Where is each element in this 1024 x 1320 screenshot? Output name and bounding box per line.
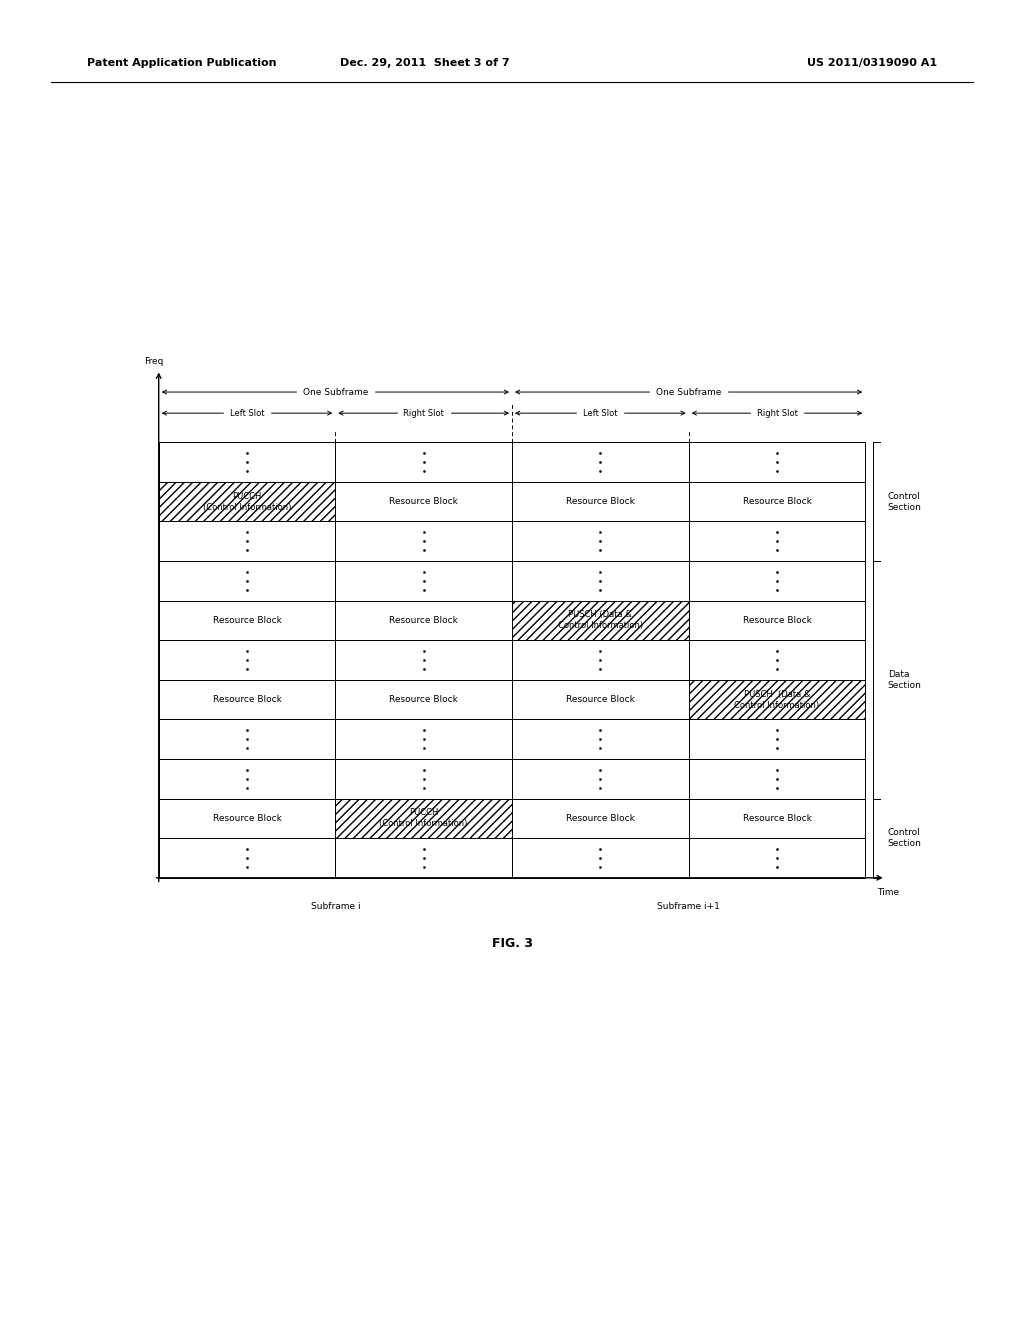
Text: One Subframe: One Subframe	[303, 388, 368, 396]
Bar	[336, 442, 512, 482]
Bar	[688, 640, 865, 680]
Bar	[336, 799, 512, 838]
Text: Resource Block: Resource Block	[213, 696, 282, 704]
Bar	[688, 601, 865, 640]
Text: FIG. 3: FIG. 3	[492, 937, 532, 950]
Text: Time: Time	[877, 888, 899, 898]
Bar	[336, 482, 512, 521]
Text: US 2011/0319090 A1: US 2011/0319090 A1	[807, 58, 937, 69]
Bar	[688, 521, 865, 561]
Bar	[512, 799, 688, 838]
Text: Data
Section: Data Section	[888, 669, 922, 690]
Bar	[512, 601, 688, 640]
Text: Resource Block: Resource Block	[389, 498, 458, 506]
Text: Left Slot: Left Slot	[583, 409, 617, 417]
Text: Resource Block: Resource Block	[742, 814, 811, 822]
Bar	[159, 442, 336, 482]
Text: Resource Block: Resource Block	[566, 498, 635, 506]
Bar	[336, 838, 512, 878]
Text: Patent Application Publication: Patent Application Publication	[87, 58, 276, 69]
Text: PUCCH
(Control Information): PUCCH (Control Information)	[380, 808, 468, 829]
Bar	[512, 442, 688, 482]
Bar	[688, 838, 865, 878]
Bar	[688, 680, 865, 719]
Bar	[159, 719, 336, 759]
Bar	[512, 521, 688, 561]
Bar	[336, 521, 512, 561]
Bar	[159, 799, 336, 838]
Bar	[336, 719, 512, 759]
Bar	[512, 759, 688, 799]
Text: PUSCH  (Data &
Control Information): PUSCH (Data & Control Information)	[734, 689, 819, 710]
Text: Resource Block: Resource Block	[742, 498, 811, 506]
Bar	[688, 561, 865, 601]
Bar	[159, 561, 336, 601]
Text: Subframe i: Subframe i	[310, 902, 360, 911]
Bar	[159, 521, 336, 561]
Text: PUCCH
(Control Information): PUCCH (Control Information)	[203, 491, 291, 512]
Bar	[688, 442, 865, 482]
Bar	[688, 482, 865, 521]
Text: Subframe i+1: Subframe i+1	[657, 902, 720, 911]
Text: Freq: Freq	[144, 356, 163, 366]
Bar	[336, 601, 512, 640]
Text: Control
Section: Control Section	[888, 491, 922, 512]
Bar	[512, 680, 688, 719]
Text: Resource Block: Resource Block	[389, 696, 458, 704]
Bar	[512, 561, 688, 601]
Text: Resource Block: Resource Block	[566, 814, 635, 822]
Text: PUSCH (Data &
Control Information): PUSCH (Data & Control Information)	[558, 610, 643, 631]
Text: Left Slot: Left Slot	[229, 409, 264, 417]
Text: Right Slot: Right Slot	[403, 409, 444, 417]
Bar	[688, 799, 865, 838]
Text: Resource Block: Resource Block	[742, 616, 811, 624]
Bar	[159, 759, 336, 799]
Text: Resource Block: Resource Block	[213, 616, 282, 624]
Bar	[159, 640, 336, 680]
Bar	[688, 719, 865, 759]
Bar	[336, 759, 512, 799]
Bar	[512, 838, 688, 878]
Bar	[688, 680, 865, 719]
Bar	[512, 640, 688, 680]
Bar	[512, 601, 688, 640]
Bar	[512, 719, 688, 759]
Bar	[688, 759, 865, 799]
Bar	[336, 680, 512, 719]
Bar	[159, 838, 336, 878]
Text: Resource Block: Resource Block	[566, 696, 635, 704]
Text: Resource Block: Resource Block	[213, 814, 282, 822]
Bar	[336, 561, 512, 601]
Bar	[159, 482, 336, 521]
Bar	[336, 799, 512, 838]
Text: Dec. 29, 2011  Sheet 3 of 7: Dec. 29, 2011 Sheet 3 of 7	[340, 58, 510, 69]
Text: One Subframe: One Subframe	[656, 388, 721, 396]
Bar	[336, 640, 512, 680]
Text: Control
Section: Control Section	[888, 828, 922, 849]
Bar	[159, 601, 336, 640]
Bar	[159, 680, 336, 719]
Text: Resource Block: Resource Block	[389, 616, 458, 624]
Text: Right Slot: Right Slot	[757, 409, 798, 417]
Bar	[159, 482, 336, 521]
Bar	[512, 482, 688, 521]
